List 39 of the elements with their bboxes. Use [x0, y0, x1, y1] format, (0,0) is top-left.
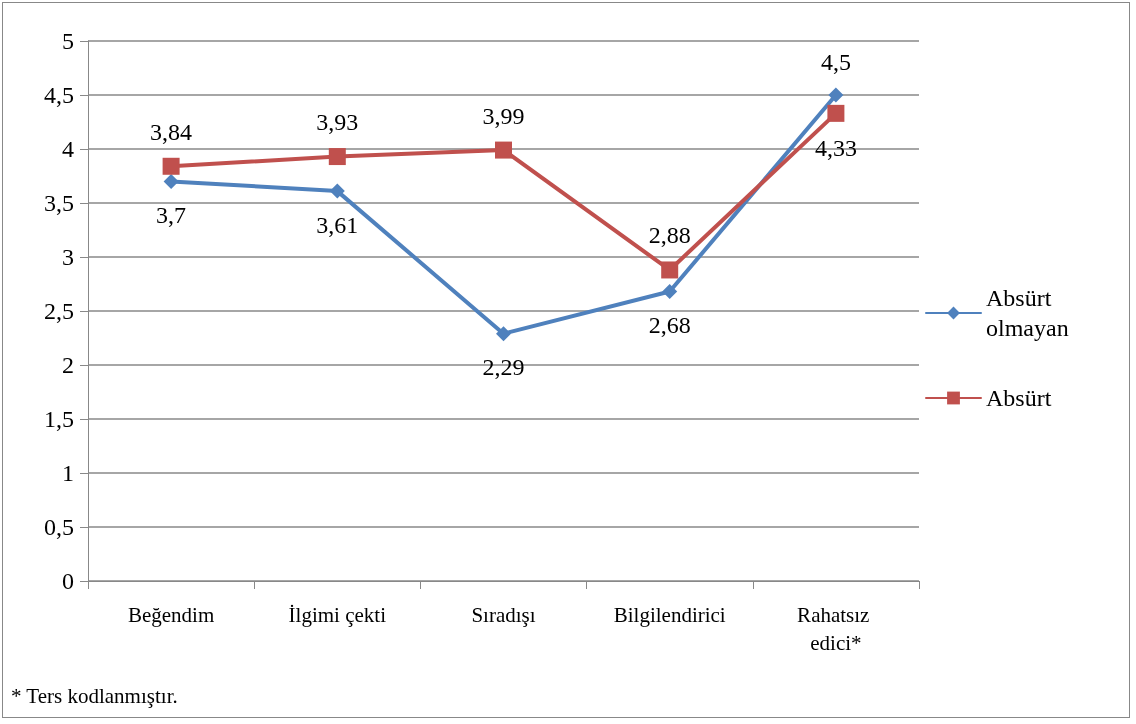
point: [495, 141, 512, 159]
text: * Ters kodlanmıştır.: [11, 684, 178, 709]
x-tick-label: Sıradışı: [471, 603, 536, 627]
y-tick-label: 2: [62, 352, 74, 378]
legend-label: Absürt: [986, 385, 1052, 411]
data-label: 3,61: [316, 211, 359, 238]
data-label: 4,5: [820, 48, 851, 75]
y-tick-label: 4: [62, 136, 74, 162]
y-tick-label: 3,5: [44, 190, 74, 216]
y-tick-label: 1: [62, 460, 74, 486]
point: [827, 104, 845, 122]
point: [329, 183, 345, 199]
x-tick-label: Beğendim: [127, 603, 215, 627]
y-tick-label: 4,5: [44, 82, 74, 108]
legend-label: Absürt olmayan: [986, 285, 1069, 341]
data-label: 2,68: [648, 312, 691, 339]
data-label: 3,99: [482, 102, 525, 129]
x-tick-label: İlgimi çekti: [288, 603, 387, 627]
point: [662, 284, 678, 300]
y-tick-label: 0: [62, 568, 74, 594]
point: [328, 148, 346, 166]
y-tick-label: 1,5: [44, 406, 74, 432]
data-label: 3,93: [316, 109, 359, 136]
data-label: 2,29: [482, 354, 525, 381]
point: [496, 326, 511, 342]
x-tick-label: Bilgilendirici: [613, 603, 726, 627]
point: [162, 157, 180, 175]
point: [828, 87, 844, 103]
point: [163, 173, 179, 189]
data-label: 3,84: [150, 118, 193, 145]
data-label: 2,88: [648, 222, 691, 249]
y-tick-label: 3: [62, 244, 74, 270]
data-label: 3,7: [156, 201, 187, 228]
y-tick-label: 2,5: [44, 298, 74, 324]
point: [661, 261, 679, 279]
y-tick-label: 5: [62, 28, 74, 54]
x-tick-label: Rahatsız edici*: [797, 603, 875, 655]
y-tick-label: 0,5: [44, 514, 74, 540]
data-label: 4,33: [814, 134, 857, 161]
